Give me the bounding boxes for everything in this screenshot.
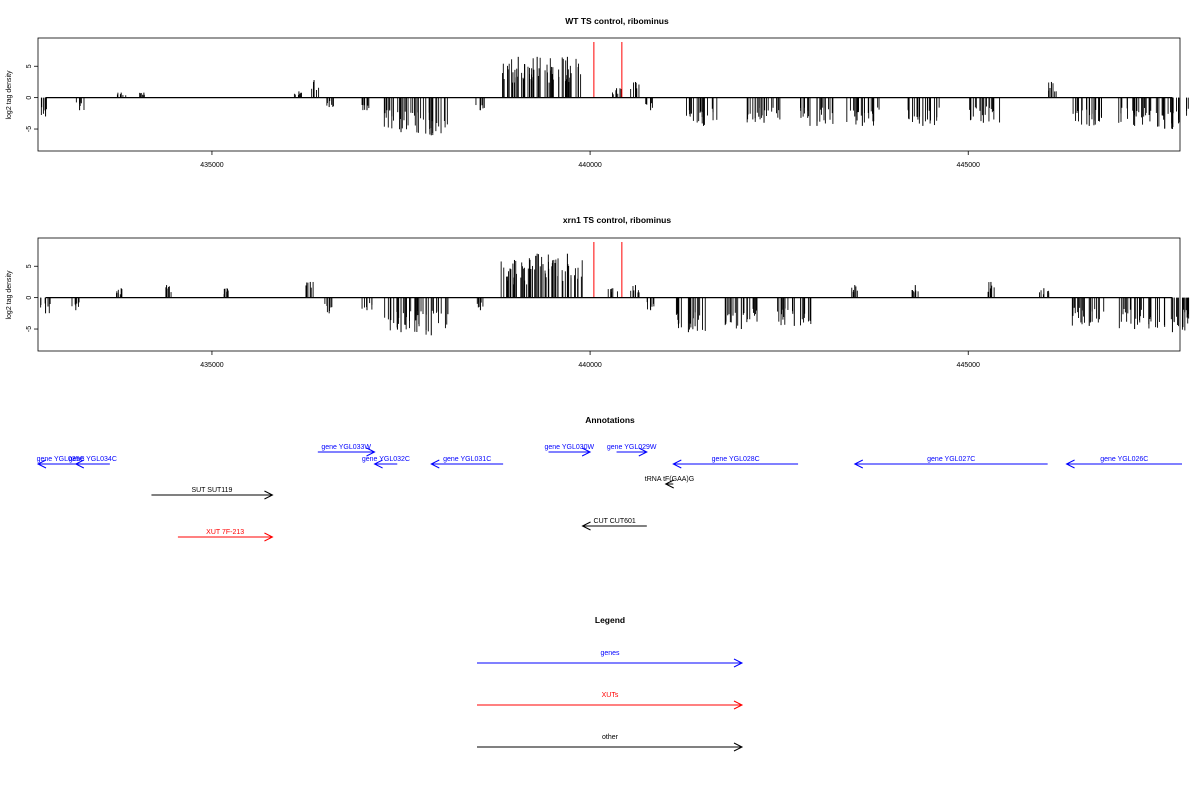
legend-label: genes: [600, 650, 620, 657]
xrn1-axes: -5 0 5 435000 440000 445000: [26, 264, 1173, 369]
legend-title: Legend: [595, 615, 625, 625]
annotation-arrow: [616, 447, 648, 457]
annotation-arrow: [74, 459, 110, 469]
annotation-arrow: [151, 490, 274, 500]
xrn1-panel: xrn1 TS control, ribominus -5 0 5 435000 440…: [6, 215, 1190, 369]
xrn1-x-tick-label: 440000: [578, 362, 601, 369]
annotation-arrow: [672, 459, 799, 469]
annotation-arrow: [853, 459, 1048, 469]
wt-panel: WT TS control, ribominus -5 0 5 435000 44000…: [6, 16, 1189, 169]
annotation-label: CUT CUT601: [594, 518, 636, 525]
wt-y-tick-label: 0: [26, 96, 33, 100]
legend-arrow: [477, 658, 744, 668]
annotation-label: gene YGL029W: [607, 444, 657, 451]
annotation-label: gene YGL030W: [544, 444, 594, 451]
annotation-arrow: [177, 532, 274, 542]
wt-x-tick-label: 445000: [957, 162, 980, 169]
xrn1-title: xrn1 TS control, ribominus: [563, 215, 671, 225]
wt-ylabel: log2 tag density: [6, 70, 13, 120]
wt-y-tick-label: 5: [26, 64, 33, 68]
legend-label: other: [602, 734, 619, 741]
xrn1-x-tick-label: 445000: [957, 362, 980, 369]
xrn1-x-tick-label: 435000: [200, 362, 223, 369]
annotation-arrow: [317, 447, 376, 457]
annotation-arrow: [1065, 459, 1182, 469]
annotation-label: XUT 7F-213: [206, 529, 244, 536]
annotation-label: gene YGL031C: [443, 456, 491, 463]
annotation-label: tRNA tF(GAA)G: [645, 476, 694, 483]
xrn1-data-marks: [40, 242, 1190, 336]
annotation-label: gene YGL028C: [712, 456, 760, 463]
legend-items: genes XUTs other: [477, 650, 744, 752]
wt-plot-frame: [37, 37, 1181, 152]
wt-x-tick-label: 435000: [200, 162, 223, 169]
xrn1-plot-frame: [37, 237, 1181, 352]
wt-axes: -5 0 5 435000 440000 445000: [26, 64, 1173, 169]
wt-data-marks: [40, 42, 1189, 136]
wt-title: WT TS control, ribominus: [565, 16, 669, 26]
legend-arrow: [477, 742, 744, 752]
xrn1-y-tick-label: -5: [26, 326, 33, 332]
annotation-label: gene YGL033W: [321, 444, 371, 451]
wt-y-tick-label: -5: [26, 126, 33, 132]
annotation-arrow: [430, 459, 504, 469]
annotations-title: Annotations: [585, 415, 635, 425]
legend-label: XUTs: [602, 692, 619, 699]
xrn1-y-tick-label: 5: [26, 264, 33, 268]
wt-x-tick-label: 440000: [578, 162, 601, 169]
xrn1-ylabel: log2 tag density: [6, 270, 13, 320]
xrn1-y-tick-label: 0: [26, 296, 33, 300]
annotation-label: gene YGL027C: [927, 456, 975, 463]
legend-panel: Legend genes XUTs other: [477, 615, 744, 752]
annotation-label: SUT SUT119: [191, 487, 232, 494]
annotation-arrow: [664, 479, 674, 489]
annotation-label: gene YGL034C: [69, 456, 117, 463]
annotation-label: gene YGL026C: [1100, 456, 1148, 463]
annotation-arrow: [373, 459, 398, 469]
annotation-arrow: [548, 447, 592, 457]
legend-arrow: [477, 700, 744, 710]
annotation-label: gene YGL035C: [37, 456, 85, 463]
annotation-arrow: [581, 521, 647, 531]
annotation-label: gene YGL032C: [362, 456, 410, 463]
